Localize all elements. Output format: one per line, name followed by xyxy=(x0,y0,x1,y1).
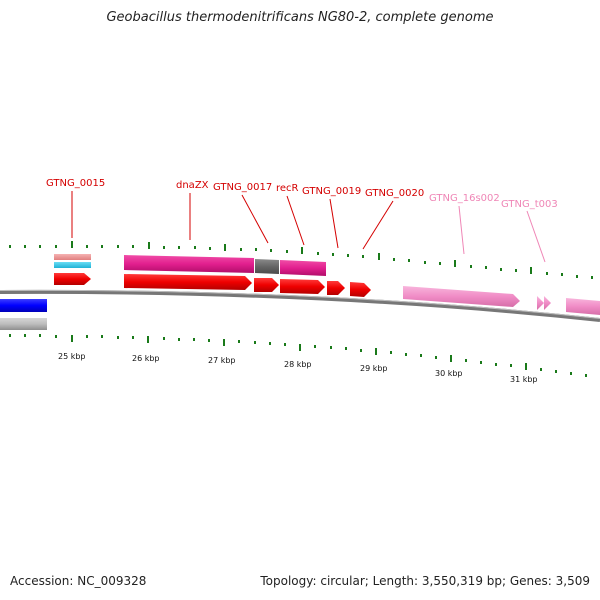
lower-tick-row xyxy=(9,334,587,377)
upper-feature-track xyxy=(124,255,326,276)
gene-label-gtng-0020[interactable]: GTNG_0020 xyxy=(365,188,424,199)
genome-backbone-highlight xyxy=(0,289,600,319)
cyan-track-segment[interactable] xyxy=(54,262,91,268)
gene-arrow-gtng-0015[interactable] xyxy=(54,273,91,285)
gene-label-recr[interactable]: recR xyxy=(276,183,299,194)
silver-track-segment[interactable] xyxy=(0,318,47,330)
scale-label-31kbp: 31 kbp xyxy=(510,375,538,384)
scale-labels: 25 kbp 26 kbp 27 kbp 28 kbp 29 kbp 30 kb… xyxy=(58,352,538,384)
magenta-track-segment-2[interactable] xyxy=(280,260,326,276)
upper-tick-row xyxy=(9,241,593,279)
genome-backbone-arc xyxy=(0,289,600,322)
gene-label-gtng-16s002[interactable]: GTNG_16s002 xyxy=(429,193,500,204)
gene-labels: GTNG_0015 dnaZX GTNG_0017 recR GTNG_0019… xyxy=(46,178,558,210)
scale-label-27kbp: 27 kbp xyxy=(208,356,236,365)
gene-label-gtng-0015[interactable]: GTNG_0015 xyxy=(46,178,105,189)
scale-label-26kbp: 26 kbp xyxy=(132,354,160,363)
gene-label-gtng-t003[interactable]: GTNG_t003 xyxy=(501,199,558,210)
leader-recr xyxy=(286,195,305,246)
gene-label-gtng-0017[interactable]: GTNG_0017 xyxy=(213,182,272,193)
scale-label-25kbp: 25 kbp xyxy=(58,352,86,361)
gene-label-gtng-0019[interactable]: GTNG_0019 xyxy=(302,186,361,197)
scale-label-28kbp: 28 kbp xyxy=(284,360,312,369)
leader-gtng-0019 xyxy=(329,198,339,249)
gene-arrow-gtng-0020[interactable] xyxy=(350,282,371,297)
gene-label-dnazx[interactable]: dnaZX xyxy=(176,180,209,191)
leader-gtng-16s002 xyxy=(458,205,465,255)
blue-track-segment[interactable] xyxy=(0,299,47,312)
rna-arrow-gtng-16s002[interactable] xyxy=(403,286,520,307)
genome-title: Geobacillus thermodenitrificans NG80-2, … xyxy=(106,10,494,25)
accession-text: Accession: NC_009328 xyxy=(10,574,147,588)
leader-gtng-0017 xyxy=(241,194,269,244)
left-edge-features xyxy=(0,299,47,330)
gene-arrow-dnazx[interactable] xyxy=(124,274,252,290)
rna-arrow-gtng-t003-a[interactable] xyxy=(537,296,544,310)
leader-gtng-0020 xyxy=(362,200,394,250)
leader-gtng-t003 xyxy=(526,210,546,263)
label-leader-lines xyxy=(71,191,546,263)
red-gene-arrows xyxy=(54,273,371,297)
gene-arrow-recr[interactable] xyxy=(280,279,325,294)
rna-arrow-gtng-t003-b[interactable] xyxy=(544,296,551,310)
scale-label-29kbp: 29 kbp xyxy=(360,364,388,373)
pink-rna-arrows xyxy=(403,286,600,315)
salmon-track-segment[interactable] xyxy=(54,254,91,260)
topology-text: Topology: circular; Length: 3,550,319 bp… xyxy=(260,574,590,588)
gene-arrow-gtng-0017[interactable] xyxy=(254,278,279,292)
magenta-track-segment-1[interactable] xyxy=(124,255,254,273)
rna-arrow-right-edge[interactable] xyxy=(566,298,600,315)
gene-gtng-0015-tracks xyxy=(54,254,91,268)
gene-arrow-gtng-0019[interactable] xyxy=(327,281,345,295)
gray-track-segment[interactable] xyxy=(255,259,279,274)
scale-label-30kbp: 30 kbp xyxy=(435,369,463,378)
